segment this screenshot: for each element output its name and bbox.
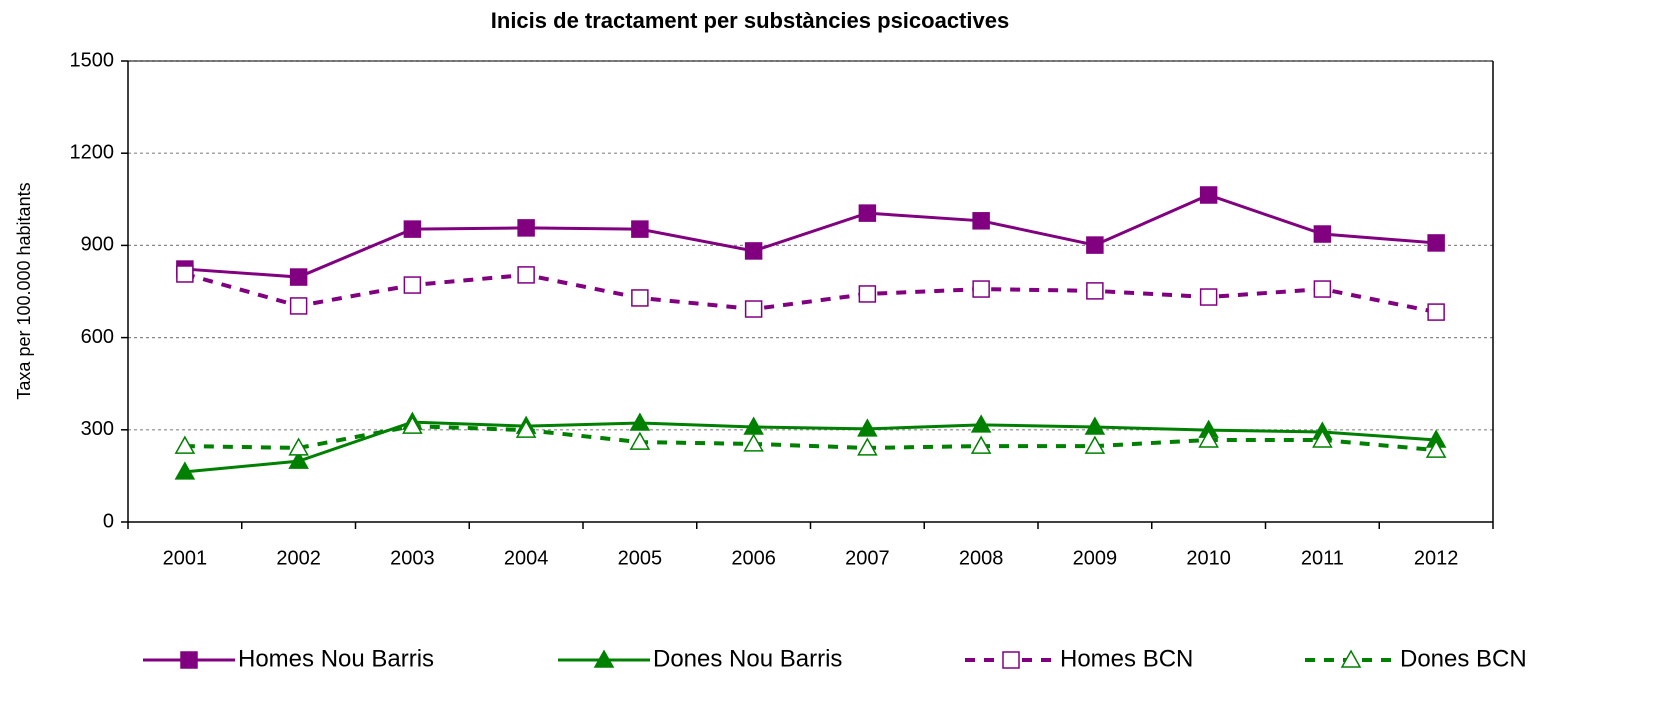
y-tick-label: 1200	[70, 141, 115, 163]
y-axis-label: Taxa per 100.000 habitants	[14, 182, 34, 399]
x-tick-label: 2010	[1186, 547, 1231, 569]
chart-title: Inicis de tractament per substàncies psi…	[491, 8, 1009, 33]
data-point	[1198, 429, 1219, 448]
legend-marker	[180, 651, 198, 669]
legend-marker	[1340, 649, 1362, 668]
x-tick-label: 2001	[163, 547, 208, 569]
y-tick-label: 0	[103, 510, 114, 532]
data-point	[174, 435, 196, 454]
series-line	[184, 193, 1437, 279]
data-point	[402, 415, 423, 434]
x-tick-label: 2011	[1301, 547, 1344, 569]
legend-label: Dones Nou Barris	[653, 645, 842, 672]
x-tick-label: 2002	[276, 547, 321, 569]
legend-marker	[1002, 651, 1020, 669]
y-tick-label: 300	[81, 418, 114, 440]
data-point	[744, 300, 763, 318]
data-point	[1427, 303, 1445, 321]
legend-label: Homes Nou Barris	[238, 645, 434, 672]
legend-label: Homes BCN	[1060, 645, 1193, 672]
data-point	[1084, 435, 1106, 454]
data-point	[515, 419, 537, 438]
legend-label: Dones BCN	[1400, 645, 1527, 672]
data-point	[1425, 439, 1447, 458]
x-tick-label: 2007	[845, 547, 890, 569]
data-point	[289, 268, 308, 286]
data-point	[174, 461, 196, 480]
data-point	[176, 265, 194, 283]
data-point	[403, 220, 422, 238]
data-point	[858, 285, 877, 303]
x-tick-label: 2012	[1414, 547, 1459, 569]
data-point	[403, 276, 422, 294]
data-point	[288, 437, 309, 456]
series-line	[184, 272, 1437, 315]
y-tick-label: 900	[81, 234, 114, 256]
data-point	[1199, 186, 1218, 204]
data-point	[631, 220, 649, 238]
data-point	[857, 437, 878, 456]
legend-marker	[593, 649, 615, 668]
data-point	[1084, 416, 1106, 435]
x-tick-label: 2006	[731, 547, 776, 569]
data-point	[970, 414, 992, 433]
data-point	[629, 412, 651, 431]
data-point	[1086, 236, 1104, 254]
x-tick-label: 2005	[618, 547, 663, 569]
data-point	[970, 435, 992, 454]
data-point	[972, 212, 990, 230]
data-point	[1199, 288, 1218, 306]
data-point	[1313, 280, 1332, 298]
data-point	[289, 297, 308, 315]
data-point	[1427, 234, 1445, 252]
x-tick-label: 2003	[390, 547, 435, 569]
data-point	[744, 242, 763, 260]
data-point	[517, 266, 535, 284]
y-tick-label: 1500	[70, 49, 115, 71]
data-point	[517, 219, 535, 237]
data-point	[858, 204, 877, 222]
data-point	[1086, 282, 1104, 300]
series-line	[184, 424, 1437, 453]
data-point	[1313, 225, 1332, 243]
x-tick-label: 2004	[504, 547, 549, 569]
y-tick-label: 600	[81, 326, 114, 348]
x-tick-label: 2008	[959, 547, 1004, 569]
data-point	[857, 418, 878, 437]
data-point	[743, 433, 764, 452]
data-point	[1312, 429, 1333, 448]
data-point	[972, 280, 990, 298]
x-tick-label: 2009	[1073, 547, 1118, 569]
data-point	[288, 450, 309, 469]
data-point	[629, 431, 651, 450]
data-point	[631, 289, 649, 307]
